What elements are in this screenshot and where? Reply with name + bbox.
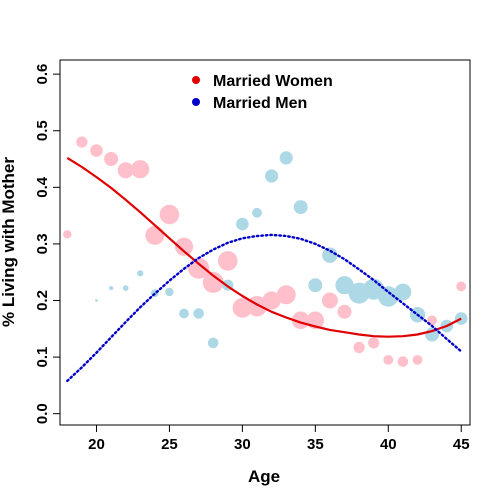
bubble-women [160,205,180,225]
x-tick-label: 20 [88,436,105,453]
bubble-women [90,144,103,157]
legend-label: Married Women [213,73,333,90]
x-tick-label: 45 [453,436,470,453]
bubble-men [252,208,262,218]
bubble-women [218,251,238,271]
x-tick-label: 25 [161,436,178,453]
x-tick-label: 40 [380,436,397,453]
bubble-men [193,308,204,319]
bubble-men [165,288,173,296]
bubble-men [280,151,293,164]
bubble-women [131,160,149,178]
bubble-women [354,342,365,353]
x-tick-label: 35 [307,436,324,453]
bubble-women [145,226,164,245]
y-tick-label: 0.5 [34,120,51,141]
bubble-women [322,293,338,309]
bubble-men [308,278,322,292]
bubble-women [277,285,296,304]
bubble-men [236,218,249,231]
bubble-women [413,355,423,365]
bubble-men [95,299,98,302]
bubble-men [208,338,219,349]
legend-marker [192,98,200,106]
bubble-women [104,152,118,166]
x-axis-title: Age [248,467,280,486]
bubble-women [63,230,71,238]
y-axis-title: % Living with Mother [0,157,18,327]
bubble-men [123,285,129,291]
bubble-women [368,337,379,348]
y-tick-label: 0.1 [34,347,51,368]
y-tick-label: 0.2 [34,290,51,311]
bubble-women [383,355,393,365]
bubble-women [456,282,466,292]
bubble-men [265,169,278,182]
bubble-men [294,200,308,214]
bubble-women [398,356,409,367]
bubble-men [137,270,143,276]
legend-marker [192,76,200,84]
y-tick-label: 0.0 [34,403,51,424]
bubble-women [76,137,87,148]
x-tick-label: 30 [234,436,251,453]
y-tick-label: 0.3 [34,233,51,254]
bubble-men [109,286,113,290]
y-tick-label: 0.4 [34,176,51,198]
legend: Married Women Married Men [192,73,333,112]
y-tick-label: 0.6 [34,64,51,85]
legend-label: Married Men [213,95,307,112]
bubble-women [338,305,352,319]
bubble-men [179,309,189,319]
plot-frame [60,60,470,425]
